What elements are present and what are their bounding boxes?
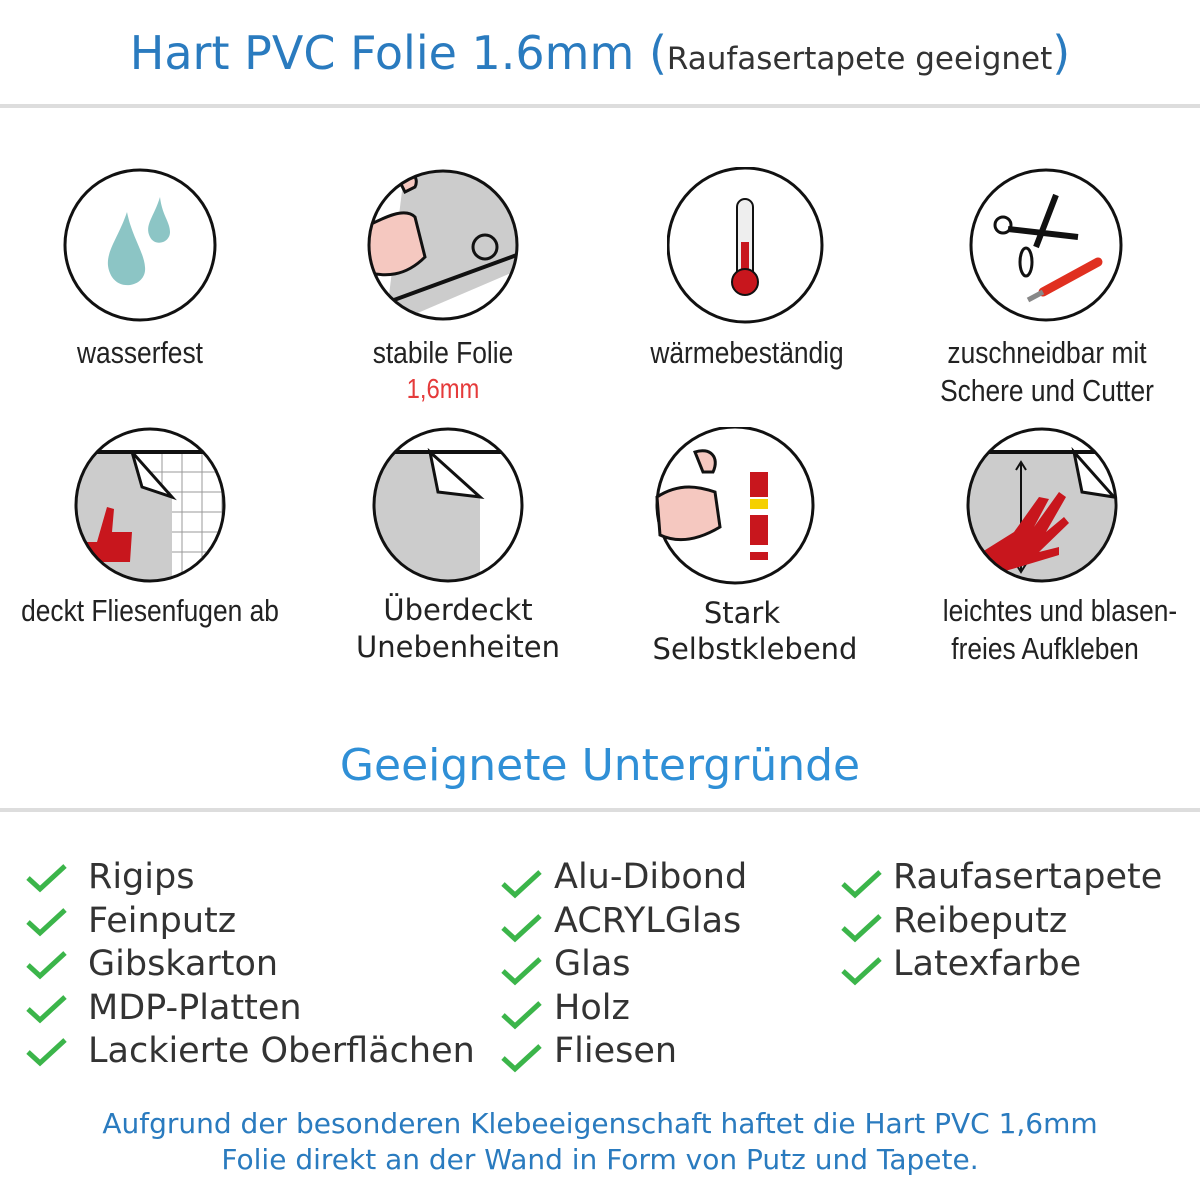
check-icon	[841, 913, 882, 942]
title-main: Hart PVC Folie 1.6mm	[129, 26, 635, 80]
thermometer-icon	[667, 167, 824, 324]
divider	[0, 104, 1200, 108]
feature-label: wärmebeständig	[650, 335, 844, 370]
surface-item: Glas	[554, 944, 631, 984]
check-icon	[501, 870, 542, 899]
check-icon	[26, 864, 67, 893]
surface-item: ACRYLGlas	[554, 900, 742, 941]
check-icon	[501, 1044, 542, 1073]
peeling-foil-icon	[372, 427, 524, 583]
water-drops-icon	[63, 168, 217, 322]
surface-item: MDP-Platten	[88, 987, 302, 1028]
feature-label: zuschneidbar mit	[947, 335, 1147, 370]
divider	[0, 808, 1200, 812]
title-subtitle: Raufasertapete geeignet	[666, 41, 1053, 77]
check-icon	[501, 1000, 542, 1029]
footer-note: Aufgrund der besonderen Klebeeigenschaft…	[0, 1106, 1200, 1178]
feature-sublabel: 1,6mm	[406, 373, 480, 404]
paren: )	[1052, 26, 1071, 80]
scissors-cutter-icon	[969, 168, 1123, 322]
surface-item: Reibeputz	[893, 900, 1068, 941]
arm-glue-icon	[655, 427, 815, 585]
feature-label: leichtes und blasen-	[942, 593, 1178, 628]
feature-label: stabile Folie	[372, 335, 514, 370]
hand-smoothing-icon	[966, 427, 1118, 583]
feature-label: deckt Fliesenfugen ab	[21, 593, 279, 628]
check-icon	[26, 907, 67, 936]
feature-label: Stark	[703, 596, 781, 630]
strong-arm-roll-icon	[367, 169, 519, 321]
feature-label: Schere und Cutter	[940, 373, 1154, 408]
surface-item: Feinputz	[88, 900, 237, 941]
footer-line: Folie direkt an der Wand in Form von Put…	[221, 1143, 979, 1176]
check-icon	[26, 1038, 67, 1067]
check-icon	[501, 957, 542, 986]
feature-label: wasserfest	[77, 335, 203, 370]
surface-item: Lackierte Oberflächen	[88, 1031, 475, 1071]
feature-label: Unebenheiten	[356, 630, 560, 664]
surface-item: Latexfarbe	[893, 944, 1082, 984]
check-icon	[841, 957, 882, 986]
feature-label: freies Aufkleben	[951, 631, 1139, 666]
thumbs-up-tiles-icon	[74, 427, 226, 583]
paren: (	[648, 26, 667, 80]
check-icon	[841, 870, 882, 899]
check-icon	[26, 951, 67, 980]
footer-line: Aufgrund der besonderen Klebeeigenschaft…	[102, 1107, 1098, 1140]
section-title: Geeignete Untergründe	[339, 740, 861, 791]
surface-item: Raufasertapete	[893, 857, 1163, 897]
feature-label: Überdeckt	[383, 593, 533, 627]
surface-item: Rigips	[88, 857, 195, 897]
surface-item: Alu-Dibond	[554, 857, 748, 897]
page-title: Hart PVC Folie 1.6mm (Raufasertapete gee…	[0, 26, 1200, 80]
surface-item: Gibskarton	[88, 944, 279, 984]
check-icon	[26, 994, 67, 1023]
feature-label: Selbstklebend	[652, 632, 858, 666]
surface-item: Fliesen	[554, 1031, 678, 1071]
surface-item: Holz	[554, 987, 630, 1028]
check-icon	[501, 913, 542, 942]
